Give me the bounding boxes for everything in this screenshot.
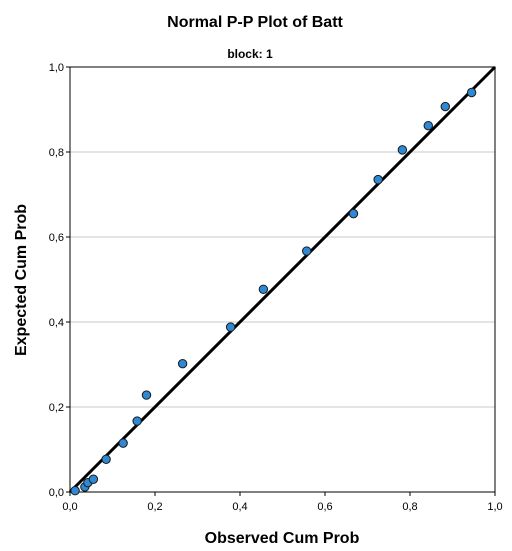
chart-subtitle: block: 1 (227, 47, 273, 61)
data-point (88, 474, 99, 484)
gridlines (70, 151, 495, 408)
x-axis-label: Observed Cum Prob (205, 530, 360, 547)
y-axis-label: Expected Cum Prob (13, 204, 30, 356)
data-point (373, 174, 383, 185)
reference-line (68, 65, 497, 494)
data-points (70, 87, 477, 496)
chart-title: Normal P-P Plot of Batt (167, 14, 343, 31)
data-point (302, 246, 312, 256)
x-tick-label: 0,2 (147, 501, 162, 513)
y-tick-label: 0,6 (49, 232, 64, 244)
y-tick-label: 1,0 (49, 62, 64, 74)
y-tick-label: 0,8 (49, 147, 64, 159)
y-tick-label: 0,0 (49, 487, 64, 499)
x-tick-label: 0,6 (317, 501, 332, 513)
plot-frame (69, 66, 496, 493)
y-tick-label: 0,2 (49, 402, 64, 414)
data-point (466, 87, 477, 98)
y-axis-ticks: 0,0 0,2 0,4 0,6 0,8 1,0 (49, 62, 70, 499)
data-point (141, 390, 152, 400)
x-tick-label: 0,0 (62, 501, 77, 513)
y-tick-label: 0,4 (49, 317, 64, 329)
data-point (348, 208, 359, 219)
data-point (118, 438, 128, 448)
data-point (397, 145, 408, 155)
x-tick-label: 0,4 (232, 501, 247, 513)
x-tick-label: 1,0 (487, 501, 502, 513)
data-point (440, 101, 450, 112)
data-point (101, 454, 111, 464)
data-point (177, 358, 188, 369)
data-point (132, 416, 142, 426)
data-point (258, 284, 269, 294)
data-point (225, 322, 236, 332)
data-point (70, 486, 80, 496)
x-axis-ticks: 0,0 0,2 0,4 0,6 0,8 1,0 (62, 492, 503, 513)
data-point (423, 120, 433, 131)
x-tick-label: 0,8 (402, 501, 417, 513)
